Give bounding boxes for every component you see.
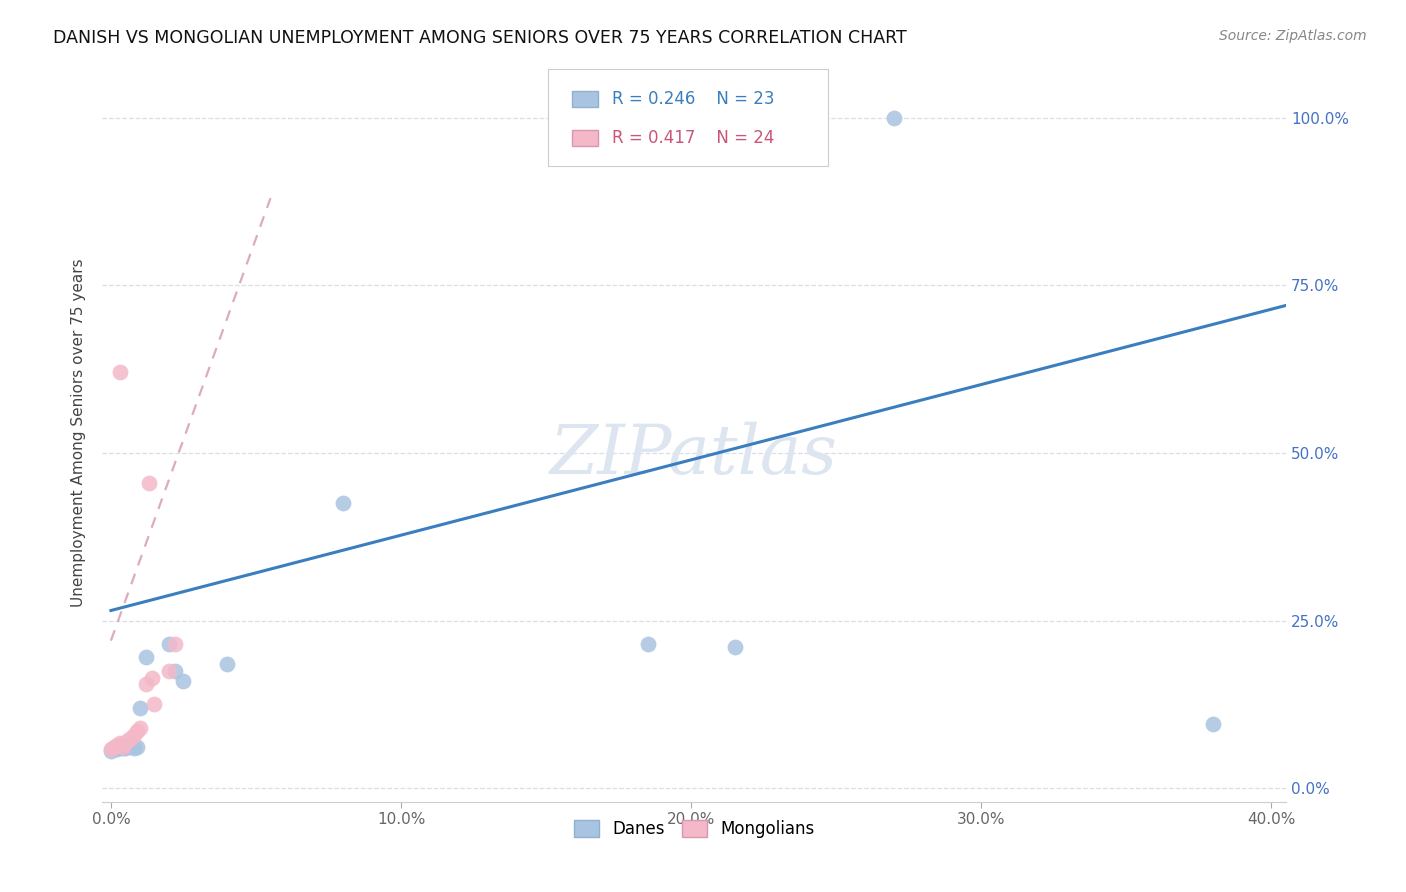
Point (108, 739, 131, 753)
Legend: Danes, Mongolians: Danes, Mongolians (568, 814, 821, 845)
Point (120, 738, 142, 752)
Point (120, 731, 142, 745)
Point (141, 671, 163, 685)
Point (157, 637, 180, 651)
Point (105, 742, 128, 756)
Point (172, 673, 194, 688)
Point (1202, 717, 1225, 731)
Point (125, 739, 148, 754)
FancyBboxPatch shape (572, 91, 598, 107)
Point (157, 664, 180, 678)
FancyBboxPatch shape (548, 70, 828, 166)
Y-axis label: Unemployment Among Seniors over 75 years: Unemployment Among Seniors over 75 years (72, 259, 86, 607)
Point (103, 740, 125, 755)
Point (114, 739, 136, 754)
FancyBboxPatch shape (572, 129, 598, 146)
Point (883, 111, 905, 125)
Point (114, 740, 136, 755)
Point (681, 111, 703, 125)
Point (143, 698, 166, 712)
Point (122, 727, 145, 741)
Point (129, 721, 152, 735)
Point (111, 740, 134, 755)
Point (135, 650, 157, 665)
Point (117, 739, 139, 754)
Text: Source: ZipAtlas.com: Source: ZipAtlas.com (1219, 29, 1367, 43)
Text: ZIPatlas: ZIPatlas (550, 422, 838, 489)
Point (215, 657, 238, 672)
Point (122, 740, 145, 755)
Text: DANISH VS MONGOLIAN UNEMPLOYMENT AMONG SENIORS OVER 75 YEARS CORRELATION CHART: DANISH VS MONGOLIAN UNEMPLOYMENT AMONG S… (53, 29, 907, 46)
Point (593, 111, 616, 125)
Point (117, 732, 139, 747)
Point (135, 677, 157, 691)
Point (103, 739, 125, 754)
Point (125, 724, 148, 739)
Point (108, 738, 131, 752)
Point (114, 735, 136, 749)
Point (163, 637, 186, 651)
Point (111, 739, 134, 754)
Point (108, 735, 131, 749)
Point (550, 111, 572, 125)
Point (105, 738, 128, 752)
Point (724, 640, 747, 655)
Point (129, 700, 152, 714)
Point (163, 664, 186, 678)
Text: R = 0.417    N = 24: R = 0.417 N = 24 (613, 128, 775, 147)
Point (100, 744, 122, 758)
Point (637, 637, 659, 651)
Text: R = 0.246    N = 23: R = 0.246 N = 23 (613, 90, 775, 108)
Point (108, 366, 131, 380)
Point (332, 496, 354, 510)
Point (138, 476, 160, 491)
Point (100, 742, 122, 756)
